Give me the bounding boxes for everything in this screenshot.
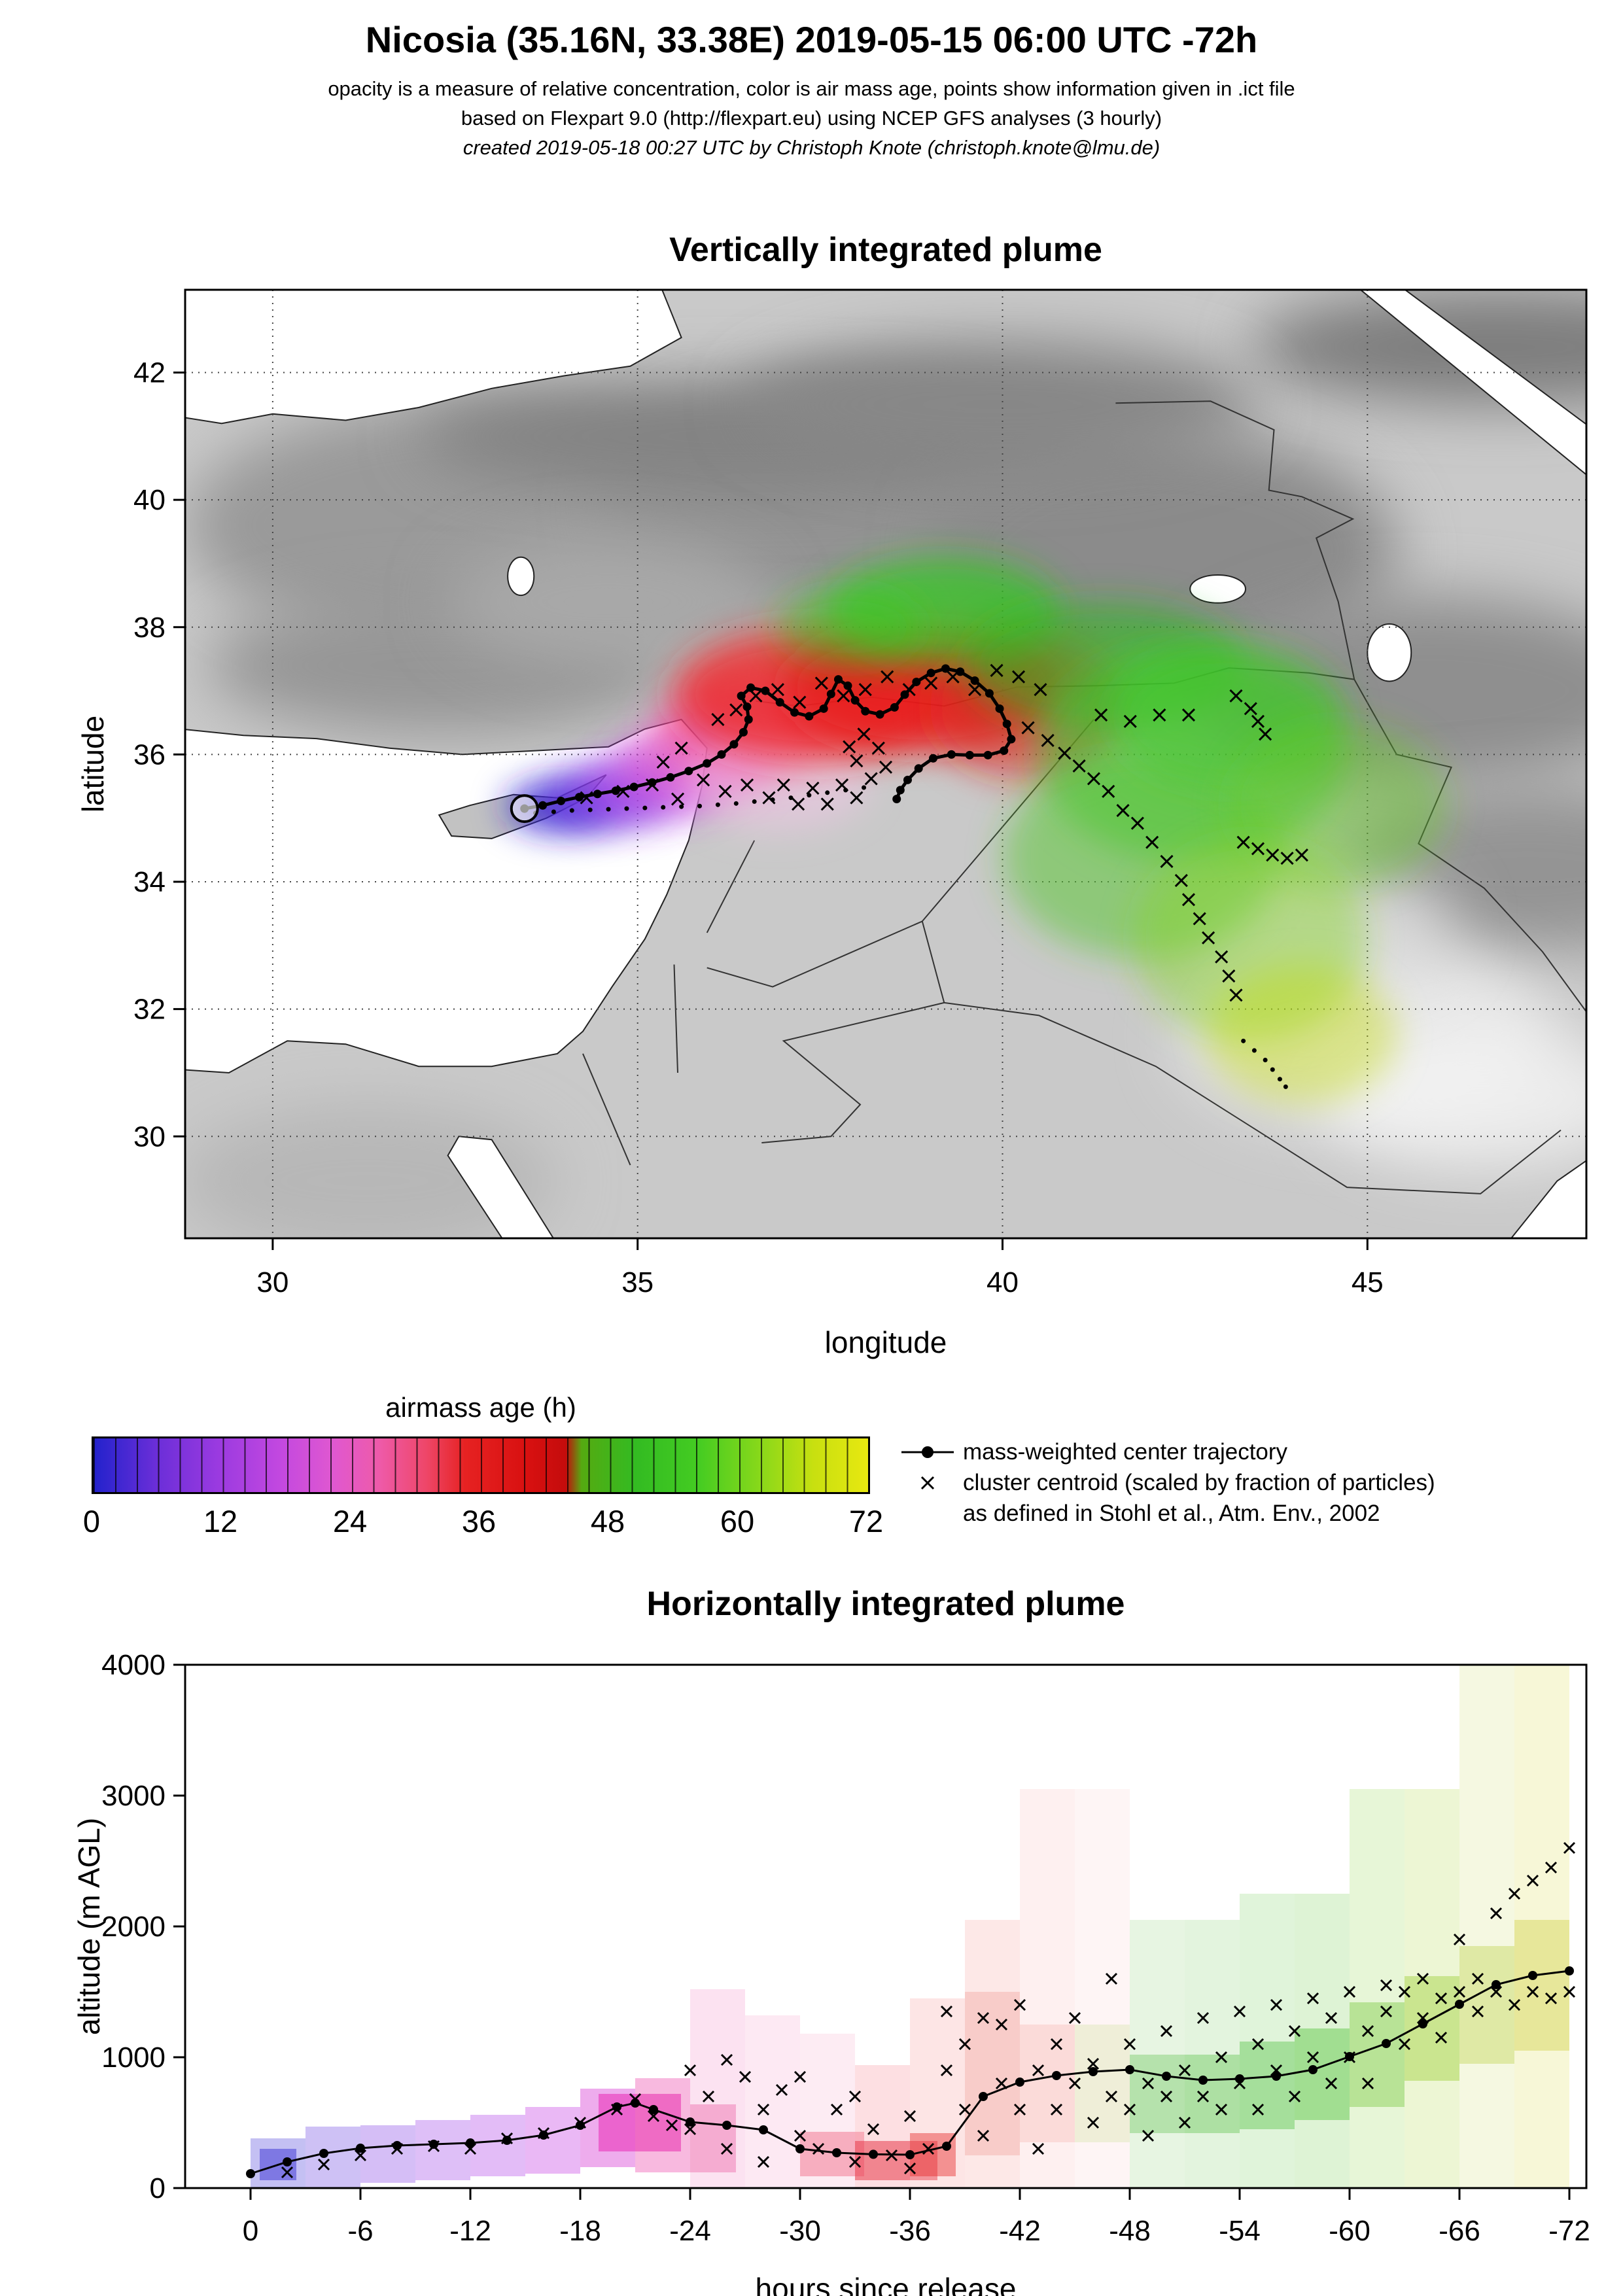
map-y-tick-label: 32 bbox=[133, 994, 166, 1026]
map-x-tick-label: 35 bbox=[621, 1266, 654, 1298]
alt-x-tick-label: -60 bbox=[1329, 2215, 1370, 2247]
centroid-symbol-icon bbox=[920, 1476, 935, 1489]
map-plume bbox=[506, 557, 1448, 1105]
subtitle-line3: created 2019-05-18 00:27 UTC by Christop… bbox=[462, 136, 1161, 159]
release-point-marker bbox=[510, 794, 539, 824]
colorbar-tick-label: 24 bbox=[332, 1504, 368, 1539]
alt-trajectory bbox=[246, 1966, 1574, 2178]
trajectory-symbol-icon bbox=[901, 1446, 954, 1458]
subtitle-line2: based on Flexpart 9.0 (http://flexpart.e… bbox=[461, 107, 1162, 130]
alt-x-tick-label: -6 bbox=[347, 2215, 373, 2247]
alt-x-tick-label: -54 bbox=[1219, 2215, 1261, 2247]
legend-reference-label: as defined in Stohl et al., Atm. Env., 2… bbox=[963, 1500, 1380, 1526]
legend: mass-weighted center trajectory cluster … bbox=[898, 1436, 1591, 1529]
map-x-tick-label: 40 bbox=[986, 1266, 1019, 1298]
alt-y-tick-label: 3000 bbox=[101, 1780, 166, 1812]
map-y-tick-label: 30 bbox=[133, 1121, 166, 1153]
colorbar-label: airmass age (h) bbox=[385, 1392, 576, 1423]
alt-x-tick-label: -36 bbox=[889, 2215, 931, 2247]
alt-axes: 0 -6 -12 -18 -24 -30 -36 -42 -48 -54 -60 -66 -72 0 100… bbox=[72, 1649, 1590, 2296]
colorbar-tick-label: 12 bbox=[203, 1504, 238, 1539]
alt-plume-columns bbox=[251, 1665, 1569, 2188]
map-x-tick-label: 30 bbox=[256, 1266, 288, 1298]
trajectory-line bbox=[250, 1970, 1570, 2175]
colorbar-tick-label: 60 bbox=[720, 1504, 755, 1539]
map-trajectory bbox=[510, 664, 1016, 824]
altitude-chart-title: Horizontally integrated plume bbox=[646, 1585, 1125, 1623]
alt-x-tick-label: -66 bbox=[1439, 2215, 1480, 2247]
map-chart: 30 35 40 45 30 32 34 36 38 40 42 longitude latitude bbox=[76, 288, 1588, 1359]
map-xlabel: longitude bbox=[825, 1325, 947, 1359]
colorbar-tick-label: 48 bbox=[590, 1504, 625, 1539]
map-axes: 30 35 40 45 30 32 34 36 38 40 42 longitude latitude bbox=[76, 288, 1588, 1359]
colorbar-ticks: 0 12 24 36 48 60 72 bbox=[83, 1503, 883, 1542]
map-grid bbox=[185, 290, 1586, 1238]
alt-plot-area bbox=[246, 1665, 1576, 2188]
map-y-tick-label: 34 bbox=[133, 866, 166, 898]
map-title: Vertically integrated plume bbox=[669, 231, 1102, 269]
alt-xlabel: hours since release bbox=[756, 2272, 1017, 2296]
alt-x-tick-label: -12 bbox=[449, 2215, 491, 2247]
alt-y-tick-label: 0 bbox=[150, 2172, 166, 2204]
altitude-chart: 0 -6 -12 -18 -24 -30 -36 -42 -48 -54 -60 -66 -72 0 100… bbox=[72, 1649, 1590, 2296]
colorbar-tick-label: 0 bbox=[82, 1504, 101, 1539]
colorbar bbox=[92, 1436, 870, 1494]
alt-x-tick-label: -42 bbox=[999, 2215, 1041, 2247]
alt-x-tick-label: -48 bbox=[1109, 2215, 1151, 2247]
alt-x-tick-label: -72 bbox=[1548, 2215, 1590, 2247]
colorbar-tick-label: 36 bbox=[461, 1504, 497, 1539]
alt-x-tick-label: -30 bbox=[779, 2215, 821, 2247]
map-y-tick-label: 38 bbox=[133, 612, 166, 644]
map-y-tick-label: 36 bbox=[133, 739, 166, 771]
alt-y-tick-label: 2000 bbox=[101, 1911, 166, 1943]
map-plot-area bbox=[185, 290, 1586, 1238]
map-ylabel: latitude bbox=[76, 716, 110, 812]
alt-ylabel: altitude (m AGL) bbox=[72, 1818, 106, 2035]
subtitle-line1: opacity is a measure of relative concent… bbox=[328, 77, 1295, 100]
page-title: Nicosia (35.16N, 33.38E) 2019-05-15 06:0… bbox=[365, 19, 1258, 60]
map-small-dots bbox=[533, 785, 1288, 1089]
map-y-tick-label: 40 bbox=[133, 484, 166, 516]
alt-x-tick-label: 0 bbox=[243, 2215, 258, 2247]
legend-centroid-label: cluster centroid (scaled by fraction of … bbox=[963, 1469, 1435, 1495]
alt-y-tick-label: 1000 bbox=[101, 2042, 166, 2074]
legend-trajectory-label: mass-weighted center trajectory bbox=[963, 1438, 1288, 1465]
colorbar-tick-label: 72 bbox=[848, 1504, 884, 1539]
alt-y-tick-label: 4000 bbox=[101, 1649, 166, 1681]
map-y-tick-label: 42 bbox=[133, 357, 166, 389]
alt-x-tick-label: -18 bbox=[559, 2215, 601, 2247]
map-x-tick-label: 45 bbox=[1352, 1266, 1384, 1298]
alt-x-tick-label: -24 bbox=[669, 2215, 711, 2247]
